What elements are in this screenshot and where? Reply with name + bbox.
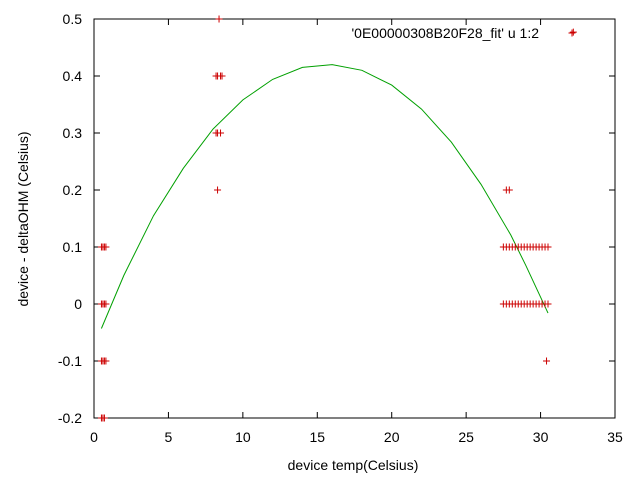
y-tick-label: -0.1: [58, 353, 82, 369]
fit-line-group: [100, 64, 549, 329]
data-point: [214, 186, 222, 194]
x-tick-label: 25: [458, 429, 474, 445]
data-point: [543, 357, 551, 365]
y-tick-label: 0.2: [63, 182, 83, 198]
x-tick-label: 30: [533, 429, 549, 445]
x-tick-label: 35: [607, 429, 623, 445]
y-tick-label: 0: [74, 296, 82, 312]
x-tick-label: 0: [90, 429, 98, 445]
y-axis-label: device - deltaOHM (Celsius): [15, 131, 31, 306]
data-point: [218, 72, 226, 80]
x-tick-label: 15: [309, 429, 325, 445]
data-point: [569, 28, 577, 36]
legend: '0E00000308B20F28_fit' u 1:2: [352, 25, 576, 41]
x-tick-label: 5: [165, 429, 173, 445]
data-point: [100, 414, 108, 422]
y-tick-label: -0.2: [58, 410, 82, 426]
legend-marker-plus: [568, 29, 576, 37]
x-tick-label: 20: [384, 429, 400, 445]
data-point: [544, 300, 552, 308]
data-point: [102, 243, 110, 251]
data-point: [215, 15, 223, 23]
y-ticks: -0.2 -0.1 0 0.1 0.2 0.3 0.4 0.5: [58, 11, 615, 426]
y-tick-label: 0.1: [63, 239, 83, 255]
y-tick-label: 0.5: [63, 11, 83, 27]
x-ticks: 0 5 10 15 20 25 30 35: [90, 19, 623, 445]
data-point: [102, 357, 110, 365]
x-axis-label: device temp(Celsius): [288, 457, 419, 473]
y-tick-label: 0.3: [63, 125, 83, 141]
data-point: [505, 186, 513, 194]
data-point: [217, 129, 225, 137]
data-point: [544, 243, 552, 251]
fit-curve: [100, 64, 549, 329]
points-group: [97, 15, 577, 422]
plot-frame: [93, 18, 616, 419]
legend-marker: [568, 29, 576, 37]
legend-label: '0E00000308B20F28_fit' u 1:2: [352, 25, 540, 41]
y-tick-label: 0.4: [63, 68, 83, 84]
x-tick-label: 10: [235, 429, 251, 445]
data-point: [102, 300, 110, 308]
